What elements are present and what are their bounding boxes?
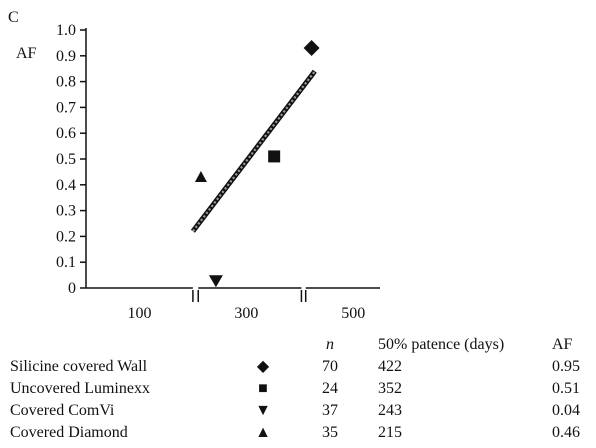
header-af: AF	[552, 336, 573, 353]
y-tick-label: 0.9	[56, 48, 76, 65]
legend-af: 0.51	[552, 380, 580, 397]
y-axis-label: AF	[16, 45, 37, 62]
data-points	[194, 40, 320, 288]
y-tick-label: 0.3	[56, 203, 76, 220]
y-tick-label: 0.8	[56, 74, 76, 91]
legend-row: Covered Diamond ▲ 35 215 0.46	[0, 422, 596, 444]
legend-marker-triangle-down-icon: ▼	[255, 402, 271, 419]
legend-days: 422	[378, 358, 402, 375]
legend-days: 243	[378, 402, 402, 419]
legend-header: n 50% patence (days) AF	[0, 334, 596, 356]
legend-row: Covered ComVi ▼ 37 243 0.04	[0, 400, 596, 422]
x-tick-label: 300	[234, 305, 258, 322]
header-days: 50% patence (days)	[378, 336, 505, 353]
x-axis: 100 300 500	[86, 287, 380, 322]
y-tick-label: 0	[68, 280, 76, 297]
legend-marker-triangle-up-icon: ▲	[255, 424, 271, 441]
panel-label: C	[8, 9, 19, 26]
data-point-triangle-up	[194, 171, 207, 183]
legend-n: 37	[322, 402, 338, 419]
legend-marker-diamond-icon: ◆	[256, 358, 270, 375]
legend-row: Uncovered Luminexx ■ 24 352 0.51	[0, 378, 596, 400]
y-tick-label: 0.6	[56, 125, 76, 142]
legend-days: 352	[378, 380, 402, 397]
x-tick-label: 100	[127, 305, 151, 322]
x-tick-label: 500	[341, 305, 365, 322]
legend-table: n 50% patence (days) AF Silicine covered…	[0, 334, 596, 448]
y-tick-label: 0.5	[56, 151, 76, 168]
trendline	[190, 69, 317, 233]
legend-n: 35	[322, 424, 338, 441]
data-point-diamond	[303, 40, 320, 57]
legend-n: 70	[322, 358, 338, 375]
y-tick-label: 0.4	[56, 177, 76, 194]
y-tick-label: 0.2	[56, 228, 76, 245]
legend-row: Silicine covered Wall ◆ 70 422 0.95	[0, 356, 596, 378]
y-axis: 0 0.1 0.2 0.3 0.4 0.5 0.6 0.7 0.8 0.9 1.0	[56, 22, 87, 297]
legend-af: 0.04	[552, 402, 580, 419]
y-tick-label: 0.1	[56, 254, 76, 271]
legend-af: 0.46	[552, 424, 580, 441]
y-tick-label: 1.0	[56, 22, 76, 39]
legend-name: Covered Diamond	[10, 424, 128, 441]
legend-af: 0.95	[552, 358, 580, 375]
data-point-square	[268, 150, 281, 163]
legend-name: Silicine covered Wall	[10, 358, 148, 375]
legend-days: 215	[378, 424, 402, 441]
legend-n: 24	[322, 380, 338, 397]
legend-name: Uncovered Luminexx	[10, 380, 150, 397]
data-point-triangle-down	[208, 275, 223, 288]
legend-marker-square-icon: ■	[258, 380, 268, 397]
header-n: n	[326, 336, 334, 353]
y-tick-label: 0.7	[56, 99, 76, 116]
trendline-dots	[192, 70, 316, 232]
legend-name: Covered ComVi	[10, 402, 115, 419]
scatter-chart: C AF 0 0.1 0.2 0.3 0.4 0.5 0.6 0.7 0.8 0.9 1.0 100…	[8, 9, 380, 322]
